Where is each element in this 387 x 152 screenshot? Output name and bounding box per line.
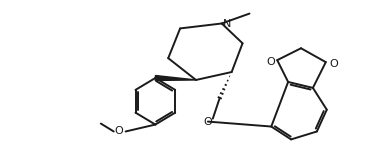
Text: O: O [204,117,212,127]
Text: N: N [223,19,231,29]
Text: O: O [114,126,123,136]
Text: O: O [266,57,275,67]
Text: O: O [329,59,338,69]
Polygon shape [155,76,196,80]
